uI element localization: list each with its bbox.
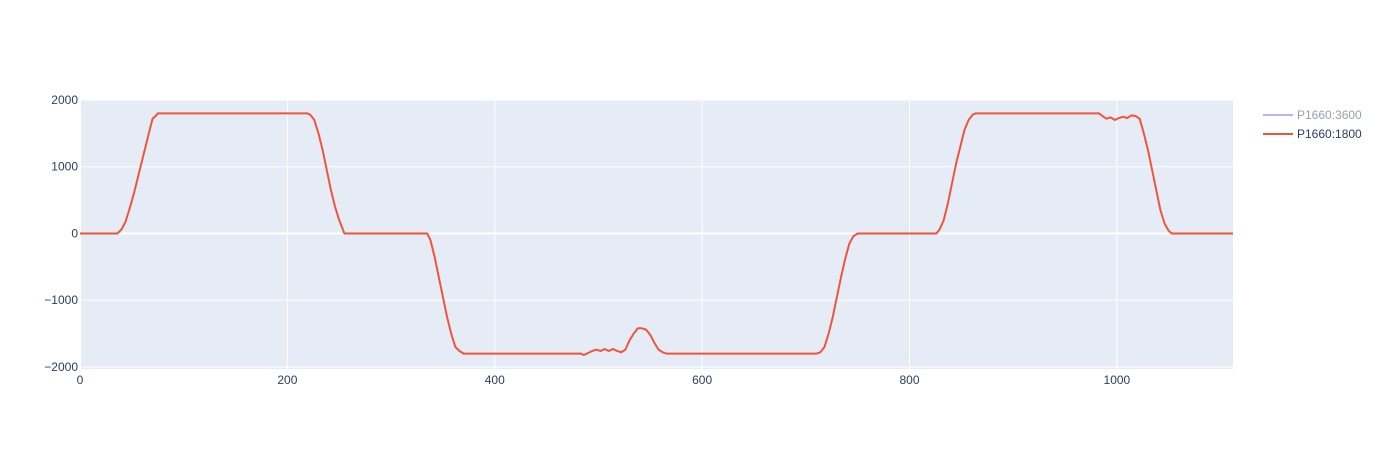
- x-tick-label: 600: [692, 373, 712, 387]
- series-line-1: [80, 112, 1233, 356]
- legend[interactable]: P1660:3600 P1660:1800: [1263, 108, 1362, 141]
- axes: 0 200 400 600 800 1000 2000 1000 0 −1000 −2000: [44, 93, 1130, 387]
- x-tick-label: 0: [77, 373, 84, 387]
- legend-item-1[interactable]: P1660:1800: [1263, 127, 1362, 141]
- x-tick-label: 800: [899, 373, 919, 387]
- y-tick-label: −2000: [44, 360, 78, 374]
- legend-item-0[interactable]: P1660:3600: [1263, 108, 1362, 122]
- x-tick-label: 200: [277, 373, 297, 387]
- x-tick-label: 400: [485, 373, 505, 387]
- plot-background: [80, 100, 1233, 369]
- legend-label: P1660:1800: [1297, 127, 1362, 141]
- x-tick-label: 1000: [1104, 373, 1131, 387]
- y-tick-label: 0: [71, 226, 78, 240]
- y-tick-label: 1000: [51, 160, 78, 174]
- legend-label: P1660:3600: [1297, 108, 1362, 122]
- series-layer: [80, 112, 1233, 356]
- y-tick-label: 2000: [51, 93, 78, 107]
- y-tick-label: −1000: [44, 293, 78, 307]
